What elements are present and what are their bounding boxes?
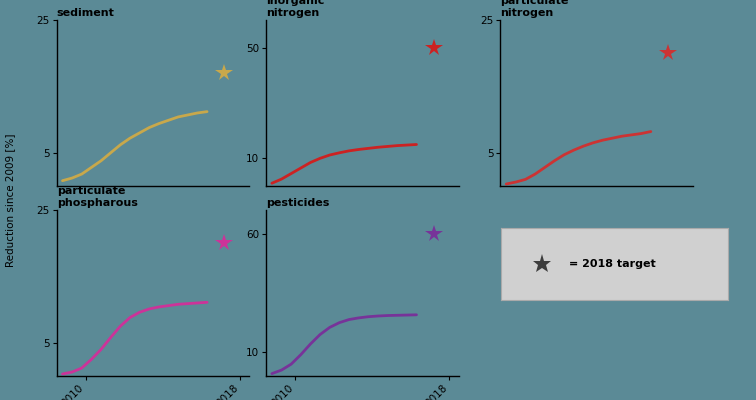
Text: pesticides: pesticides (266, 198, 330, 208)
Text: Reduction since 2009 [%]: Reduction since 2009 [%] (5, 133, 15, 267)
Text: dissolved
inorganic
nitrogen: dissolved inorganic nitrogen (266, 0, 325, 18)
Text: particulate
nitrogen: particulate nitrogen (500, 0, 569, 18)
Text: particulate
phospharous: particulate phospharous (57, 186, 138, 208)
Text: sediment: sediment (57, 8, 115, 18)
Text: = 2018 target: = 2018 target (569, 259, 656, 269)
